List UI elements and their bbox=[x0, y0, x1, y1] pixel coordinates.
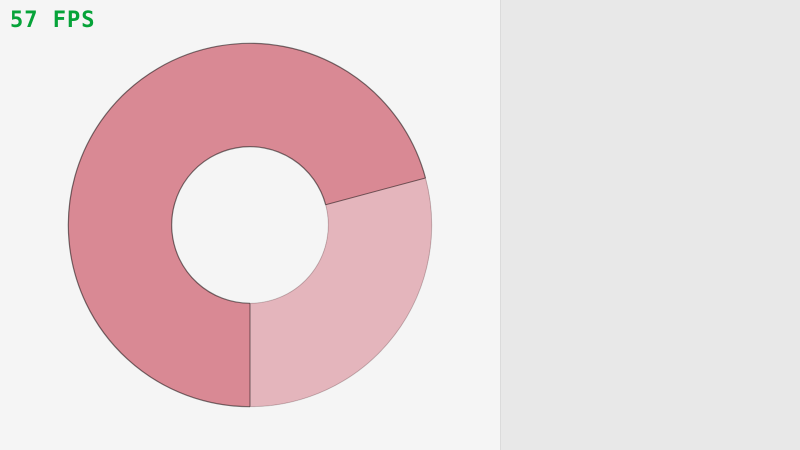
checkbox-row-draw-circlelines: Draw CircleLines bbox=[501, 380, 800, 400]
slider-row-end-angle: EndAngle 360.00 bbox=[501, 70, 800, 90]
ring-chart bbox=[67, 42, 433, 408]
slider-row-outer-radius: OuterRadius 181.67 bbox=[501, 170, 800, 190]
slider-row-start-angle: StartAngle -255.00 bbox=[501, 40, 800, 60]
fps-counter: 57 FPS bbox=[10, 8, 96, 33]
slider-row-segments: Segments 0.00 bbox=[501, 240, 800, 260]
checkbox-row-draw-ringlines: Draw RingLines bbox=[501, 350, 800, 370]
slider-row-inner-radius: InnerRadius 78.33 bbox=[501, 140, 800, 160]
checkbox-row-draw-ring: Draw Ring bbox=[501, 320, 800, 340]
controls-panel: StartAngle -255.00 EndAngle 360.00 Inner… bbox=[500, 0, 800, 450]
